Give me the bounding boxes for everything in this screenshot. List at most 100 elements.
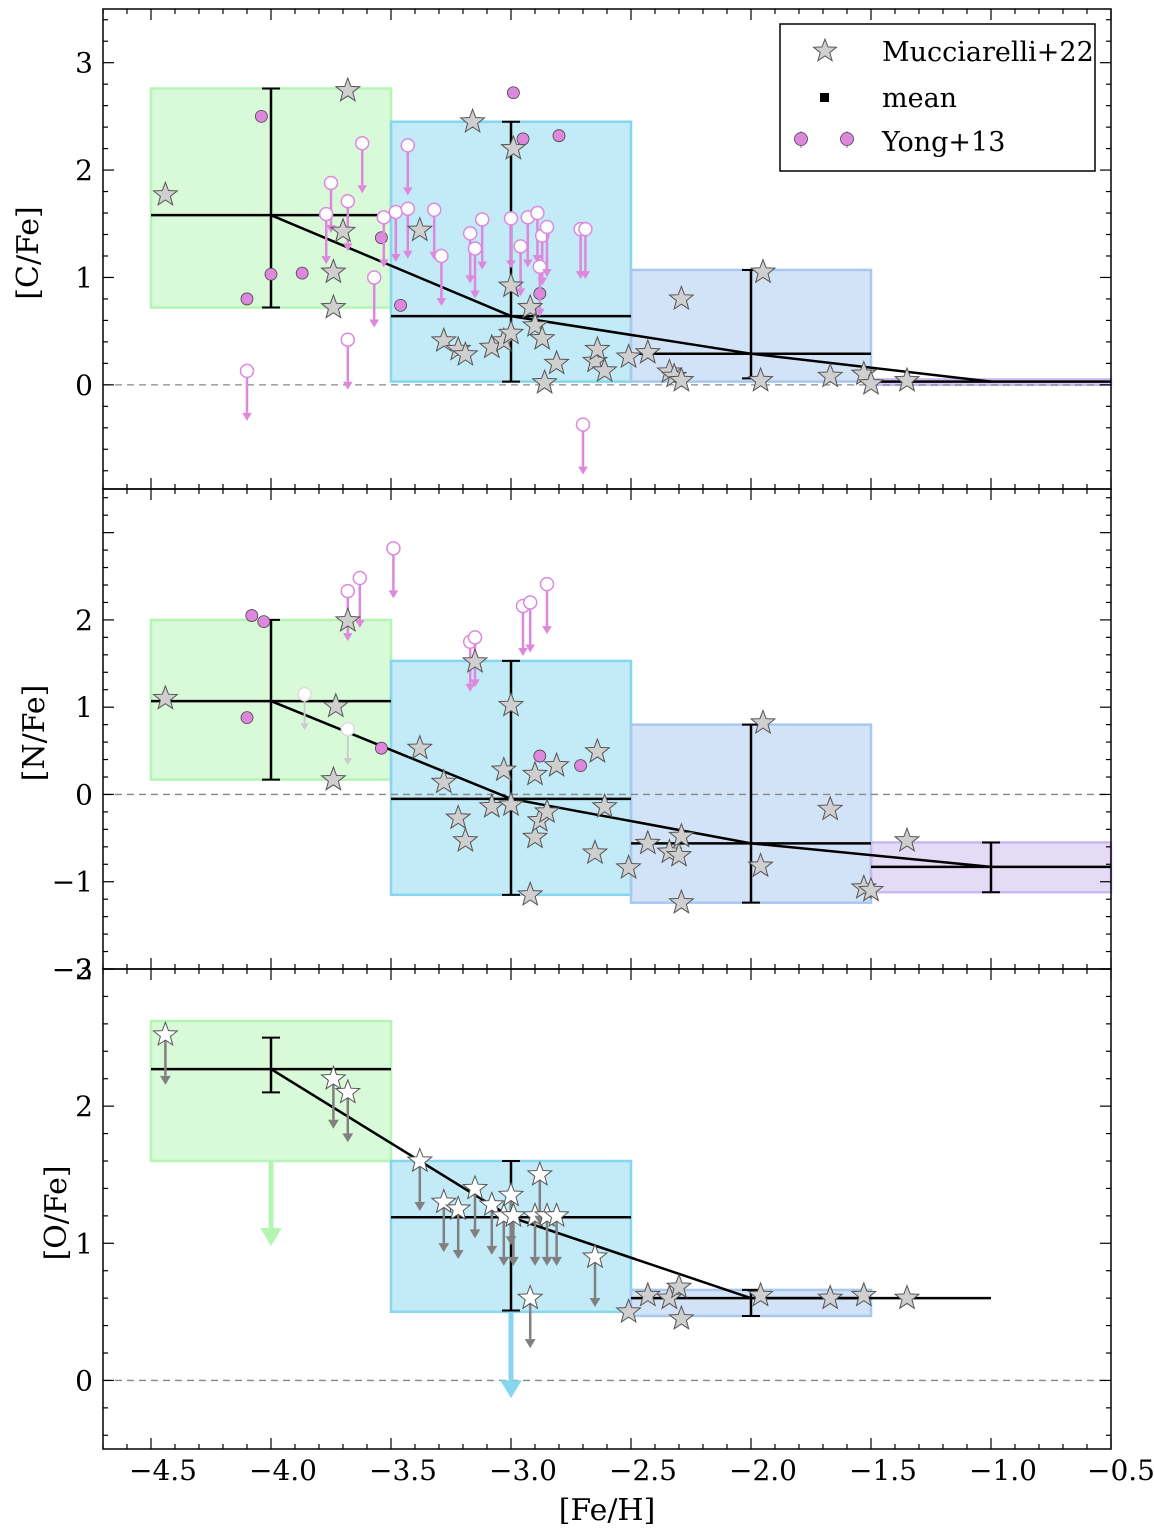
- star-point: [531, 368, 558, 394]
- star-point: [857, 876, 885, 902]
- legend-star-icon: [812, 37, 838, 62]
- star-upper-point: [430, 1188, 458, 1214]
- y-axis-label-carbon: [C/Fe]: [11, 206, 46, 299]
- yong-upper-point: [400, 201, 416, 216]
- star-point: [406, 216, 434, 242]
- star-upper-arrow-head: [541, 1256, 553, 1266]
- star-upper-arrow-head: [551, 1256, 562, 1266]
- star-upper-point: [152, 1020, 179, 1047]
- yong-upper-arrow-head: [515, 288, 526, 297]
- yong-upper-arrow-head: [535, 308, 545, 317]
- legend-yong-marker: [840, 132, 854, 146]
- star-upper-point: [516, 1284, 544, 1310]
- star-upper-point: [581, 1243, 609, 1269]
- star-upper-point: [461, 1174, 489, 1200]
- star-point: [334, 606, 362, 633]
- yong-upper-arrow-head: [391, 253, 401, 262]
- yong-upper-arrow-head: [321, 256, 331, 265]
- x-tick-label: −1.5: [849, 1454, 917, 1487]
- yong-point: [507, 86, 520, 100]
- yong-upper-arrow-head: [477, 261, 487, 270]
- star-upper-arrow-head: [529, 1256, 541, 1266]
- bin-upper-arrow-head: [500, 1380, 522, 1399]
- star-upper-arrow-head: [414, 1202, 426, 1211]
- yong-upper-point: [340, 332, 356, 347]
- star-point: [461, 647, 489, 674]
- star-point: [747, 852, 774, 878]
- yong-upper-point: [388, 204, 404, 220]
- star-point: [668, 1304, 695, 1330]
- star-upper-arrow-head: [438, 1243, 450, 1253]
- star-upper-arrow-head: [160, 1075, 171, 1085]
- legend-label-mean: mean: [882, 83, 957, 114]
- star-upper-point: [406, 1147, 434, 1173]
- yong-upper-point: [366, 270, 382, 285]
- star-point: [581, 838, 609, 865]
- yong-upper-point: [467, 630, 483, 645]
- y-axis-label-oxygen: [O/Fe]: [39, 1165, 74, 1260]
- star-point: [747, 1281, 774, 1307]
- bin-upper-arrow-head: [260, 1228, 282, 1247]
- star-point: [497, 691, 525, 717]
- x-tick-labels: −4.5 −4.0 −3.5 −3.0 −2.5 −2.0 −1.5 −1.0 …: [129, 1454, 1154, 1487]
- star-point: [444, 804, 472, 830]
- yong-point: [245, 609, 259, 622]
- star-upper-arrow-head: [452, 1250, 464, 1259]
- yong-faded-point: [340, 721, 356, 737]
- y-tick-label: 3: [75, 47, 93, 80]
- yong-upper-arrow-head: [465, 275, 475, 284]
- yong-upper-arrow-head: [379, 259, 389, 268]
- yong-point: [533, 749, 547, 763]
- yong-upper-point: [400, 138, 416, 153]
- yong-upper-point: [340, 193, 356, 209]
- yong-upper-point: [354, 135, 370, 151]
- star-point: [747, 366, 774, 392]
- star-point: [521, 760, 549, 786]
- y-axis-label-nitrogen: [N/Fe]: [17, 685, 52, 782]
- x-tick-label: −1.0: [969, 1454, 1037, 1487]
- star-point: [893, 366, 921, 392]
- x-tick-label: −3.0: [489, 1454, 557, 1487]
- yong-point: [374, 231, 388, 245]
- star-point: [452, 826, 479, 852]
- yong-faded-arrow-head: [343, 758, 352, 765]
- star-point: [516, 293, 544, 319]
- star-point: [584, 737, 611, 763]
- yong-upper-point: [386, 541, 401, 556]
- legend: Mucciarelli+22 mean Yong+13: [779, 23, 1096, 172]
- star-point: [893, 826, 921, 852]
- star-upper-arrow-head: [498, 1256, 510, 1266]
- star-point: [591, 356, 618, 383]
- yong-upper-arrow-head: [465, 683, 475, 692]
- yong-upper-arrow-head: [357, 185, 367, 194]
- y-tick-label: 2: [75, 604, 93, 637]
- yong-upper-arrow-head: [343, 381, 353, 390]
- star-point: [668, 284, 695, 311]
- star-point: [615, 853, 642, 880]
- yong-point: [254, 109, 268, 123]
- yong-upper-arrow-head: [355, 620, 365, 629]
- star-point: [850, 1281, 878, 1307]
- yong-upper-arrow-head: [542, 626, 552, 635]
- yong-upper-point: [530, 205, 545, 221]
- star-point: [615, 1297, 642, 1324]
- legend-label-mucciarelli: Mucciarelli+22: [882, 37, 1094, 68]
- star-point: [533, 797, 561, 824]
- y-tick-label: 2: [75, 154, 93, 187]
- star-point: [497, 272, 525, 298]
- star-point: [543, 751, 570, 777]
- yong-point: [552, 129, 566, 143]
- star-point: [500, 134, 527, 160]
- star-point: [893, 1284, 921, 1310]
- yong-upper-point: [467, 241, 483, 256]
- star-point: [668, 366, 695, 392]
- star-upper-point: [526, 1160, 554, 1186]
- star-upper-point: [444, 1195, 472, 1221]
- star-upper-arrow-head: [508, 1256, 519, 1266]
- yong-upper-arrow-head: [470, 679, 480, 688]
- yong-upper-point: [340, 583, 356, 599]
- yong-point: [264, 267, 278, 281]
- star-point: [430, 768, 458, 794]
- yong-point: [240, 292, 254, 306]
- legend-label-yong: Yong+13: [881, 127, 1005, 158]
